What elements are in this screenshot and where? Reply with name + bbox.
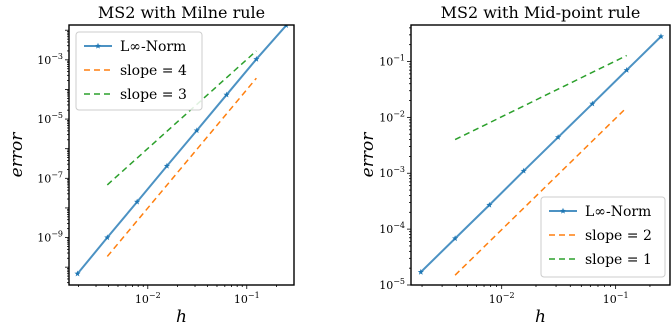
legend-box xyxy=(75,31,203,111)
legend-box xyxy=(540,196,666,278)
data-point xyxy=(657,33,665,40)
x-axis-label: h xyxy=(535,307,546,327)
legend-marker xyxy=(559,207,567,214)
y-tick-label: 10−7 xyxy=(37,170,63,185)
y-tick-label: 10−3 xyxy=(379,165,405,180)
data-point xyxy=(74,270,81,277)
chart-title: MS2 with Milne rule xyxy=(98,3,265,22)
x-tick-label: 10−2 xyxy=(489,291,515,306)
chart-panel-2: MS2 with Mid-point rule 10−2 10−1 10−5 10−4 1… xyxy=(358,3,671,327)
legend-label-1: L∞-Norm xyxy=(120,39,186,55)
y-axis-label: error xyxy=(7,132,27,178)
data-point xyxy=(417,268,424,275)
legend: L∞-Norm slope = 4 slope = 3 xyxy=(75,31,203,111)
series-line-3 xyxy=(454,54,628,141)
y-axis-label: error xyxy=(358,132,378,178)
plot-frame xyxy=(410,24,671,286)
data-point xyxy=(134,198,141,205)
series-group xyxy=(417,33,665,276)
y-tick-label: 10−2 xyxy=(379,109,405,124)
data-point xyxy=(104,234,111,241)
data-point xyxy=(555,134,562,140)
series-line-3 xyxy=(106,50,257,186)
x-axis-label: h xyxy=(176,307,187,327)
data-point xyxy=(623,66,630,73)
data-point xyxy=(486,201,493,208)
legend-label-3: slope = 1 xyxy=(585,252,652,268)
legend-label-2: slope = 4 xyxy=(120,63,187,79)
legend-label-2: slope = 2 xyxy=(585,228,652,244)
series-line-2 xyxy=(106,77,257,257)
x-tick-label: 10−1 xyxy=(603,291,629,306)
y-tick-label: 10−1 xyxy=(379,53,405,68)
data-point xyxy=(520,167,527,174)
plot-frame xyxy=(68,24,295,286)
y-tick-label: 10−3 xyxy=(37,52,63,67)
legend-label-1: L∞-Norm xyxy=(585,204,651,220)
x-tick-label: 10−2 xyxy=(135,291,161,306)
series-line-1 xyxy=(76,25,287,275)
legend: L∞-Norm slope = 2 slope = 1 xyxy=(540,196,666,278)
chart-panel-1: MS2 with Milne rule 10−2 10−1 10−9 10−7 10−5 1… xyxy=(7,3,295,327)
data-point xyxy=(193,127,200,134)
data-point xyxy=(253,56,260,62)
chart-title: MS2 with Mid-point rule xyxy=(441,3,641,22)
y-tick-label: 10−5 xyxy=(379,277,405,292)
data-point xyxy=(283,25,289,29)
data-point xyxy=(163,162,170,169)
x-tick-label: 10−1 xyxy=(234,291,260,306)
legend-marker xyxy=(94,42,102,49)
y-tick-label: 10−5 xyxy=(37,111,63,126)
y-tick-label: 10−4 xyxy=(379,221,405,236)
data-point xyxy=(452,235,459,242)
y-tick-label: 10−9 xyxy=(37,230,63,245)
data-point xyxy=(223,91,230,98)
series-group xyxy=(74,25,289,277)
legend-label-3: slope = 3 xyxy=(120,87,187,103)
series-line-1 xyxy=(420,35,662,273)
data-point xyxy=(589,100,596,107)
